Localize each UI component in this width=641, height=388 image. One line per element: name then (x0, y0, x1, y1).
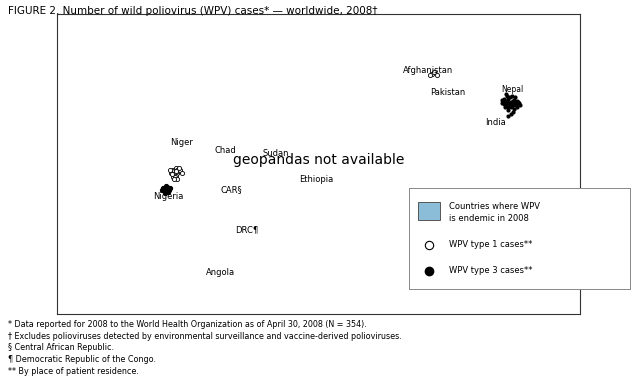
Text: Nepal: Nepal (502, 85, 524, 94)
Text: CAR§: CAR§ (221, 185, 242, 194)
Text: ** By place of patient residence.: ** By place of patient residence. (8, 367, 138, 376)
Text: Pakistan: Pakistan (430, 88, 465, 97)
Text: Angola: Angola (206, 268, 235, 277)
Text: ¶ Democratic Republic of the Congo.: ¶ Democratic Republic of the Congo. (8, 355, 156, 364)
Text: Nigeria: Nigeria (153, 192, 184, 201)
FancyBboxPatch shape (418, 202, 440, 220)
Text: Sudan: Sudan (262, 149, 288, 158)
Text: Afghanistan: Afghanistan (403, 66, 453, 75)
Text: FIGURE 2. Number of wild poliovirus (WPV) cases* — worldwide, 2008†: FIGURE 2. Number of wild poliovirus (WPV… (8, 6, 377, 16)
Text: * Data reported for 2008 to the World Health Organization as of April 30, 2008 (: * Data reported for 2008 to the World He… (8, 320, 367, 329)
Text: Chad: Chad (214, 146, 236, 155)
Text: India: India (485, 118, 506, 127)
Text: † Excludes polioviruses detected by environmental surveillance and vaccine-deriv: † Excludes polioviruses detected by envi… (8, 332, 401, 341)
Text: DRC¶: DRC¶ (235, 225, 258, 234)
Text: is endemic in 2008: is endemic in 2008 (449, 214, 529, 223)
Text: Ethiopia: Ethiopia (299, 175, 334, 184)
Text: § Central African Republic.: § Central African Republic. (8, 343, 113, 352)
Text: WPV type 3 cases**: WPV type 3 cases** (449, 267, 532, 275)
Text: Niger: Niger (170, 138, 193, 147)
Text: geopandas not available: geopandas not available (233, 153, 404, 167)
Text: WPV type 1 cases**: WPV type 1 cases** (449, 240, 532, 249)
Text: Countries where WPV: Countries where WPV (449, 202, 540, 211)
